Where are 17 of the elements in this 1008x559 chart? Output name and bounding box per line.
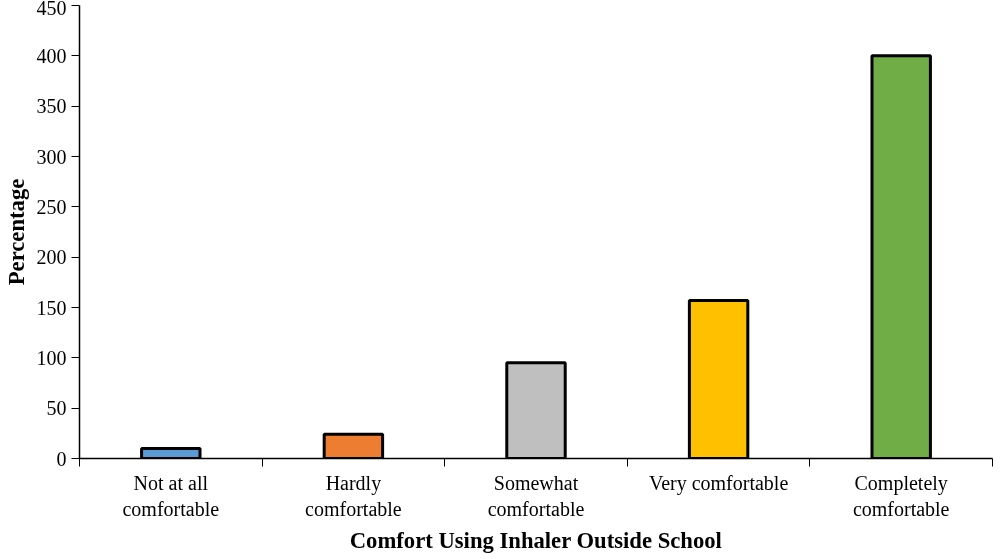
x-tick-label: Very comfortable (648, 471, 789, 495)
y-tick-label: 50 (46, 397, 67, 420)
x-tick-label: Completely comfortable (852, 471, 950, 520)
y-tick-label: 150 (36, 296, 67, 319)
y-tick-label: 0 (56, 447, 67, 470)
y-tick-label: 100 (36, 346, 67, 369)
y-tick-label: 300 (36, 145, 67, 168)
y-tick-label: 250 (36, 195, 67, 218)
x-tick-label: Hardly comfortable (305, 471, 402, 520)
y-tick-label: 200 (36, 246, 67, 269)
y-tick-label: 450 (36, 0, 67, 19)
y-axis-title: Percentage (3, 178, 29, 286)
x-axis-title: Comfort Using Inhaler Outside School (349, 527, 722, 553)
y-tick-label: 350 (36, 95, 67, 118)
x-tick-label: Somewhat comfortable (487, 471, 585, 520)
y-tick-label: 400 (36, 44, 67, 67)
x-tick-label: Not at all comfortable (122, 471, 220, 520)
